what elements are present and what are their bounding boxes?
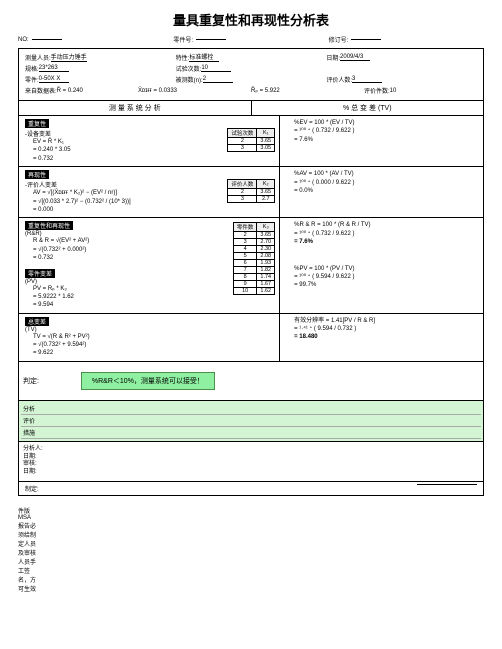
analysis-notes: 分析评价措施 [19,401,483,442]
rr-r1: = ¹⁰⁰﹡( 0.732 / 9.622 ) [294,230,477,238]
tv-title: 总变差 [25,317,49,326]
k3-table: 零件数K₃23.6532.7042.3052.0861.9371.8281.74… [233,222,275,295]
r5b: X̄ᴅɪғғ = 0.0333 [138,88,177,94]
footer-label: 分析 [21,403,481,415]
r5d-lbl: 评价件数: [364,86,390,95]
tv-section: 总变差 (TV) TV = √(R & R² + PV²) = √(0.732²… [19,314,483,362]
no-value [32,39,62,40]
r4c-lbl: 评价人数: [326,75,352,84]
r2c: 2009/4/3 [340,54,370,61]
ev-title: 重复性 [25,119,49,128]
main-frame: 测量人员:手动压力锤手 特性:标准螺栓 日期:2009/4/3 规格:23*26… [18,48,484,496]
page-title: 量具重复性和再现性分析表 [18,10,484,29]
bottom-row: 制定: [19,481,483,495]
r3a-lbl: 规格: [25,64,39,73]
bottom-lbl: 制定: [25,487,39,493]
split-left: 测 量 系 统 分 析 [19,101,252,115]
rev-label: 修订号: [329,35,349,44]
split-right: % 总 变 差 (TV) [252,101,484,115]
k2-table: 评价人数K₂ 23.65 32.7 [227,179,275,203]
rev-value [351,39,381,40]
sig-analyst: 分析人: [23,446,479,454]
pv-r2: = 99.7% [294,281,477,289]
tv-r2: = 18.480 [294,333,477,341]
ev-rt: %EV = 100 * (EV / TV) [294,119,477,127]
r5c: R̄ₚ = 5.922 [251,87,280,94]
pv-title: 零件变差 [25,269,55,278]
r3b-lbl: 试验次数: [176,64,202,73]
r2a-lbl: 测量人员: [25,53,51,62]
ev-section: 重复性 -设备变差 EV = R̄ * K₁ = 0.240 * 3.05 = … [19,116,483,167]
signature-block: 分析人: 日期: 审核: 日期: [19,442,483,481]
r5a: R̄ = 0.240 [57,88,83,94]
av-rt: %AV = 100 * (AV / TV) [294,170,477,178]
ev-r1: = ¹⁰⁰﹡( 0.732 / 9.622 ) [294,127,477,135]
tv-rt: 有效分辨率 = 1.41[PV / R & R] [294,317,477,325]
r4a: 0-50X X [39,76,69,83]
r2a: 手动压力锤手 [51,52,87,62]
r4c: 3 [352,76,382,83]
av-r1: = ¹⁰⁰﹡( 0.000 / 9.622 ) [294,179,477,187]
judge-result: %R&R＜10%，测量系统可以接受！ [81,372,215,390]
r3a: 23*263 [39,65,69,72]
sig-review: 审核: [23,461,479,469]
sig-date2: 日期: [23,469,479,477]
partno-value [196,39,226,40]
ev-f3: = 0.732 [33,155,273,163]
judge-row: 判定: %R&R＜10%，测量系统可以接受！ [19,362,483,401]
r4a-lbl: 零件: [25,75,39,84]
footer-label: 措施 [21,427,481,439]
av-title: 再现性 [25,170,49,179]
rr-title: 重复性和再现性 [25,221,73,230]
r5a-lbl: 来自数据表: [25,86,57,95]
r2c-lbl: 日期: [326,53,340,62]
ev-r2: = 7.6% [294,136,477,144]
r4b: 2 [203,76,233,83]
r4b-lbl: 被测数(n): [176,75,203,84]
footer-label: 评价 [21,415,481,427]
av-section: 再现性 -评价人变差 AV = √[(X̄ᴅɪғғ * K₂)² − (EV² … [19,167,483,218]
header-row-1: NO: 零件号: 修订号: [18,35,484,44]
pv-r1: = ¹⁰⁰﹡( 9.594 / 9.622 ) [294,273,477,281]
tv-r1: = ¹·⁴¹﹡( 9.594 / 0.732 ) [294,325,477,333]
r3b: 10 [201,65,231,72]
tv-f1: TV = √(R & R² + PV²) [33,333,273,341]
pv-rt: %PV = 100 * (PV / TV) [294,265,477,273]
pv-f3: = 9.594 [33,301,273,309]
rr-r2: = 7.6% [294,238,477,246]
av-f3: = 0.000 [33,206,273,214]
judge-label: 判定: [23,378,39,385]
k1-table: 试验次数K₁ 23.65 33.05 [227,128,275,152]
split-header: 测 量 系 统 分 析 % 总 变 差 (TV) [19,101,483,116]
partno-label: 零件号: [173,35,193,44]
no-label: NO: [18,37,29,43]
tv-f3: = 9.622 [33,349,273,357]
av-r2: = 0.0% [294,187,477,195]
sig-date1: 日期: [23,454,479,462]
r5d: 10 [390,88,397,94]
rr-rt: %R & R = 100 * (R & R / TV) [294,221,477,229]
rr-pv-section: 重复性和再现性 (R&R) R & R = √(EV² + AV²) = √(0… [19,218,483,313]
stamp-text: 件版 MSA 报告必 须给制 定人员 及审核 人员手 工签 名，方 可生效 [18,506,484,593]
r2b-lbl: 特性: [176,53,190,62]
tv-f2: = √(0.732² + 9.594²) [33,341,273,349]
r2b: 标准螺栓 [189,52,219,62]
